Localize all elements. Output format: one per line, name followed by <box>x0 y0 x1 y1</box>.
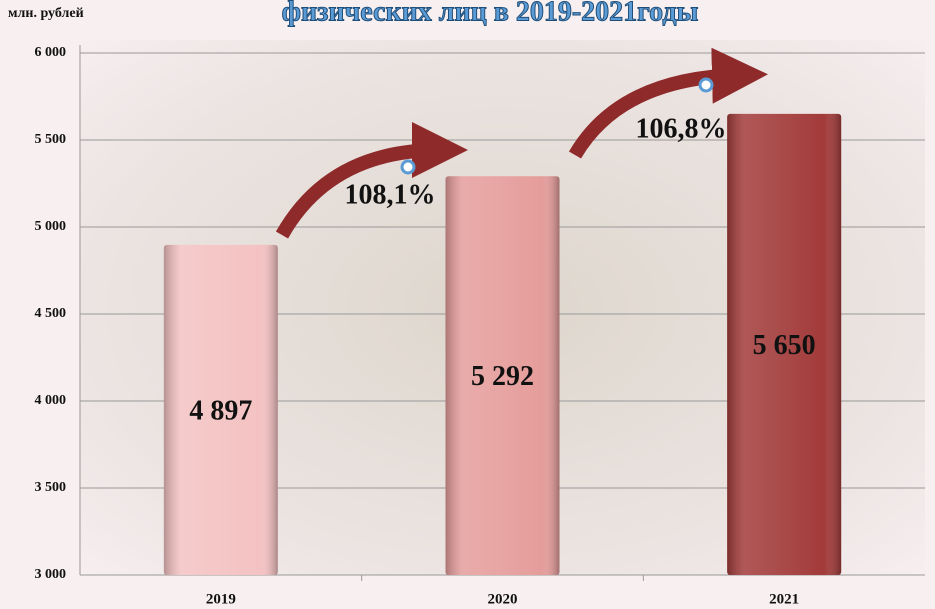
y-tick-label: 3 500 <box>35 480 67 495</box>
bar-shading <box>445 176 560 575</box>
value-label: 5 292 <box>471 361 534 392</box>
y-axis-label: млн. рублей <box>8 6 84 21</box>
dot <box>698 77 714 93</box>
growth-label: 106,8% <box>636 113 727 144</box>
dot <box>400 159 416 175</box>
y-tick-label: 4 000 <box>35 393 67 408</box>
bar-shading <box>727 113 842 576</box>
chart-title: физических лиц в 2019-2021годы <box>282 0 699 27</box>
y-tick-label: 5 000 <box>35 219 67 234</box>
value-label: 4 897 <box>189 395 252 426</box>
x-tick-label: 2020 <box>488 591 518 607</box>
y-tick-label: 4 500 <box>35 306 67 321</box>
x-tick-label: 2019 <box>206 591 236 607</box>
y-tick-label: 3 000 <box>35 567 67 582</box>
growth-label: 108,1% <box>345 179 436 210</box>
y-tick-label: 5 500 <box>35 132 67 147</box>
x-tick-label: 2021 <box>769 591 799 607</box>
y-tick-label: 6 000 <box>35 45 67 60</box>
arrow <box>275 122 468 239</box>
arrow <box>568 47 768 159</box>
value-label: 5 650 <box>753 330 816 361</box>
bar-shading <box>163 244 278 575</box>
growth-arrows <box>275 47 768 239</box>
